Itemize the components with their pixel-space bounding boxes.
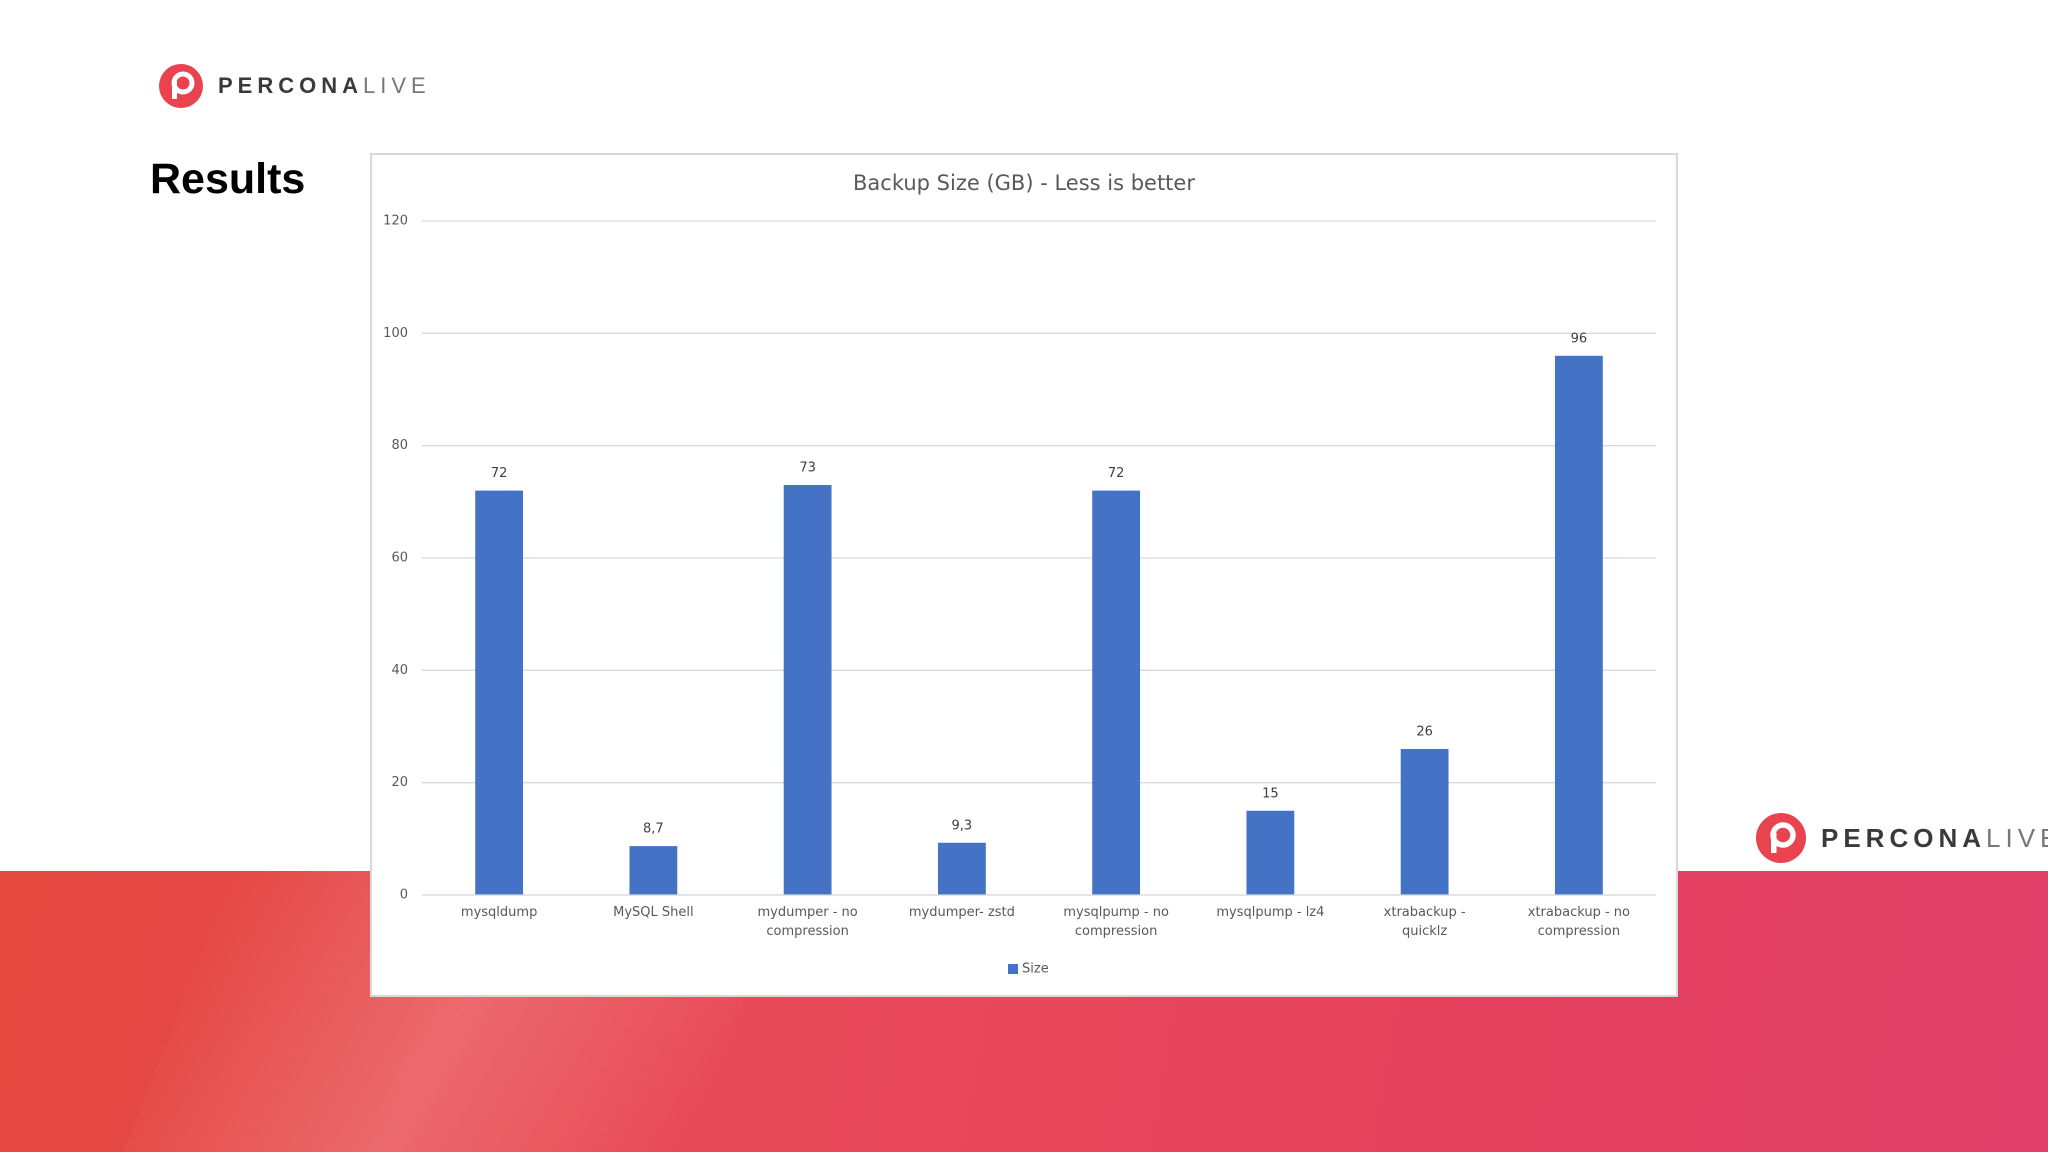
y-tick-label: 20: [391, 775, 408, 790]
y-tick-label: 120: [383, 214, 408, 229]
bar: [1554, 355, 1603, 895]
x-tick-label: mysqlpump - lz4: [1216, 905, 1325, 920]
chart-title: Backup Size (GB) - Less is better: [853, 171, 1195, 195]
y-tick-label: 0: [400, 888, 408, 903]
x-tick-label: MySQL Shell: [613, 905, 694, 920]
data-label: 15: [1262, 786, 1279, 801]
data-label: 72: [491, 466, 508, 481]
y-tick-label: 60: [391, 551, 408, 566]
logo-event: LIVE: [363, 73, 431, 98]
bar: [1246, 810, 1295, 895]
logo-icon: [1756, 813, 1806, 863]
bar: [783, 484, 832, 895]
logo: PERCONALIVE: [158, 63, 431, 109]
x-tick-label: xtrabackup - quicklz: [1383, 905, 1466, 939]
x-tick-label: mydumper- zstd: [908, 905, 1015, 920]
bar: [1400, 748, 1449, 895]
x-tick-label: mysqldump: [460, 905, 538, 920]
logo-event: LIVE: [1986, 822, 2048, 853]
logo-brand: PERCONA: [1821, 822, 1987, 853]
logo-brand: PERCONA: [218, 73, 364, 98]
legend-label: Size: [1022, 962, 1049, 977]
bar: [937, 842, 986, 895]
bar: [475, 490, 524, 895]
data-label: 96: [1571, 331, 1588, 346]
logo-text: PERCONALIVE: [1821, 823, 2048, 854]
logo: PERCONALIVE: [1755, 812, 2048, 864]
x-tick-label: xtrabackup - no compression: [1527, 905, 1630, 939]
data-label: 26: [1416, 724, 1433, 739]
data-label: 72: [1108, 466, 1125, 481]
y-tick-label: 40: [391, 663, 408, 678]
data-label: 73: [799, 460, 816, 475]
data-label: 9,3: [952, 818, 973, 833]
bar: [1092, 490, 1141, 895]
legend-swatch: [1008, 964, 1018, 974]
x-tick-label: mydumper - no compression: [757, 905, 858, 939]
data-label: 8,7: [643, 822, 664, 837]
y-tick-label: 80: [391, 438, 408, 453]
slide-title: Results: [150, 155, 306, 203]
bar: [629, 846, 678, 895]
y-tick-label: 100: [383, 326, 408, 341]
logo-text: PERCONALIVE: [218, 73, 431, 99]
logo-icon: [159, 64, 203, 108]
chart-frame: [370, 153, 1678, 997]
x-tick-label: mysqlpump - no compression: [1063, 905, 1169, 939]
